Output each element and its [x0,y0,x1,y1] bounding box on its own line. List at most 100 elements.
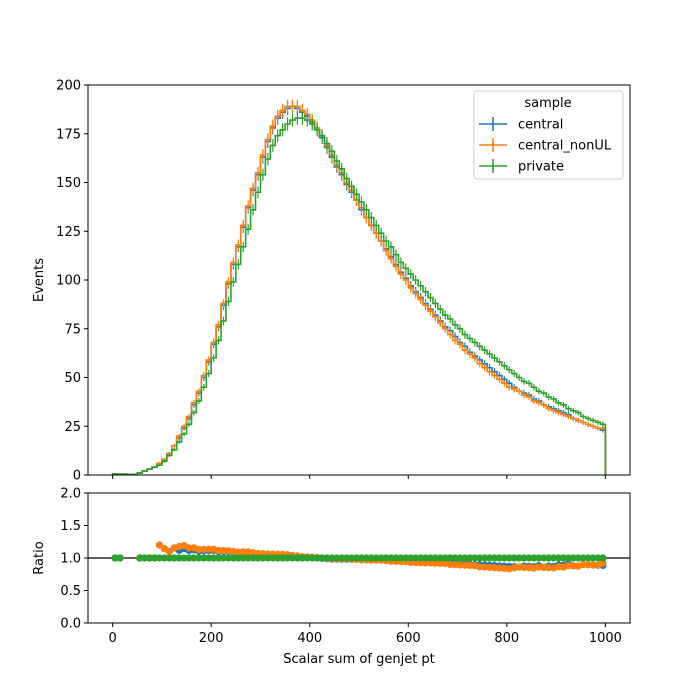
ratio-point [274,554,282,562]
ratio-point [471,554,479,562]
ratio-plot-panel: 0.00.51.01.52.0 0 200 400 600 800 1000 Ratio … [32,487,631,667]
ratio-point [269,554,277,562]
main-plot-panel: 0 25 50 75 100 125 150 175 200 Events sample cen… [32,79,631,484]
ratio-point [554,554,563,562]
ratio-x-tick-label: 800 [494,631,519,646]
ratio-point [293,554,302,562]
ratio-point [338,554,346,562]
ratio-point [525,554,533,562]
ratio-y-tick-label: 1.0 [60,552,81,567]
ratio-point [352,554,361,562]
ratio-point [589,554,597,562]
ratio-point [505,554,513,562]
ratio-point [323,554,331,562]
ratio-point [490,554,499,562]
ratio-point [116,554,124,562]
ratio-point [150,554,159,562]
main-y-tick-label: 75 [64,322,81,337]
ratio-point [111,554,119,562]
ratio-x-tick-label: 200 [199,631,224,646]
ratio-point [155,541,164,549]
ratio-point [348,554,356,562]
ratio-point [145,554,154,562]
ratio-point [569,554,577,562]
ratio-point [313,554,321,562]
ratio-point [594,554,602,562]
ratio-point [239,554,247,562]
ratio-point [510,554,518,562]
main-y-axis-label: Events [32,258,47,302]
legend-entry-private: private [479,159,564,175]
ratio-point [402,554,410,562]
ratio-y-tick-label: 0.0 [60,617,81,632]
ratio-point [264,554,272,562]
legend-label: central_nonUL [518,139,612,154]
ratio-point [461,554,469,562]
ratio-point [367,554,375,562]
ratio-point [234,554,242,562]
ratio-point [579,554,587,562]
ratio-point [200,554,208,562]
ratio-point [259,554,267,562]
ratio-point [254,554,262,562]
ratio-x-tick-label: 600 [396,631,421,646]
legend-label: central [518,118,563,133]
ratio-point [190,554,198,562]
legend-title: sample [524,96,571,111]
ratio-point [155,554,164,562]
ratio-y-tick-label: 1.5 [60,519,81,534]
main-y-tick-label: 150 [56,176,81,191]
ratio-point [214,554,223,562]
ratio-point [599,559,607,567]
ratio-point [288,554,297,562]
ratio-point [426,554,435,562]
ratio-point [244,554,252,562]
ratio-point [195,554,203,562]
ratio-point [515,554,523,562]
ratio-point [451,554,459,562]
main-plot-area [111,99,607,476]
ratio-point [431,554,439,562]
ratio-y-axis: 0.0 0.5 1.0 1.5 2.0 [60,487,88,632]
ratio-point [136,554,144,562]
ratio-point [165,554,173,562]
ratio-point [141,554,149,562]
ratio-point [357,554,366,562]
legend-label: private [518,160,564,175]
ratio-point [441,554,449,562]
ratio-point [535,554,543,562]
histogram-line-private [111,117,607,476]
legend-box [473,90,624,180]
ratio-x-tick-label: 1000 [589,631,622,646]
ratio-point [219,554,228,562]
ratio-point [446,554,454,562]
ratio-point [392,554,400,562]
ratio-point [397,554,405,562]
ratio-y-tick-label: 0.5 [60,584,81,599]
main-y-tick-label: 175 [56,127,81,142]
ratio-point [377,554,385,562]
ratio-point [224,554,233,562]
ratio-point [485,554,494,562]
main-y-axis: 0 25 50 75 100 125 150 175 200 [56,79,88,484]
ratio-point [559,554,568,562]
ratio-point [540,554,548,562]
ratio-point [495,554,504,562]
ratio-point [599,554,607,562]
ratio-point [210,554,218,562]
ratio-point [298,554,306,562]
ratio-point [387,554,395,562]
ratio-point [303,554,311,562]
main-y-tick-label: 200 [56,79,81,94]
ratio-x-axis: 0 200 400 600 800 1000 [108,623,622,646]
ratio-point [205,554,213,562]
ratio-point [500,554,508,562]
ratio-point [185,554,193,562]
ratio-point [308,554,316,562]
ratio-point [564,554,573,562]
ratio-point [362,554,370,562]
ratio-point [175,554,183,562]
ratio-point [382,554,390,562]
ratio-point [530,554,538,562]
